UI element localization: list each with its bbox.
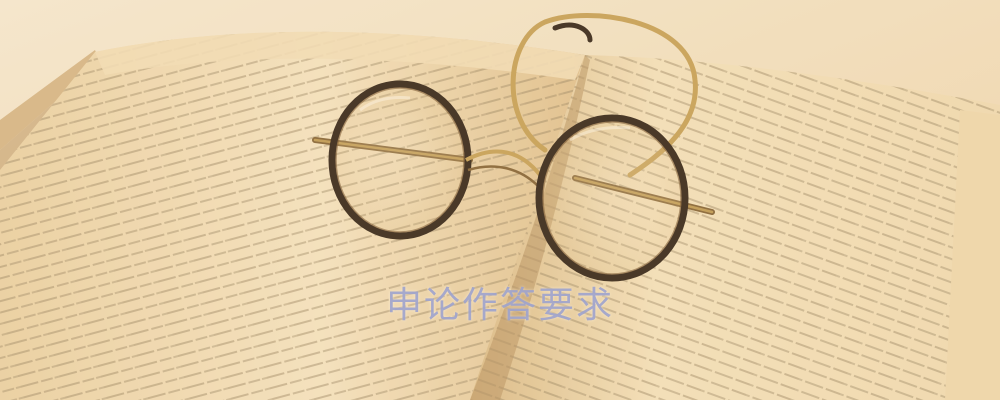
caption-title: 申论作答要求 bbox=[385, 285, 614, 326]
